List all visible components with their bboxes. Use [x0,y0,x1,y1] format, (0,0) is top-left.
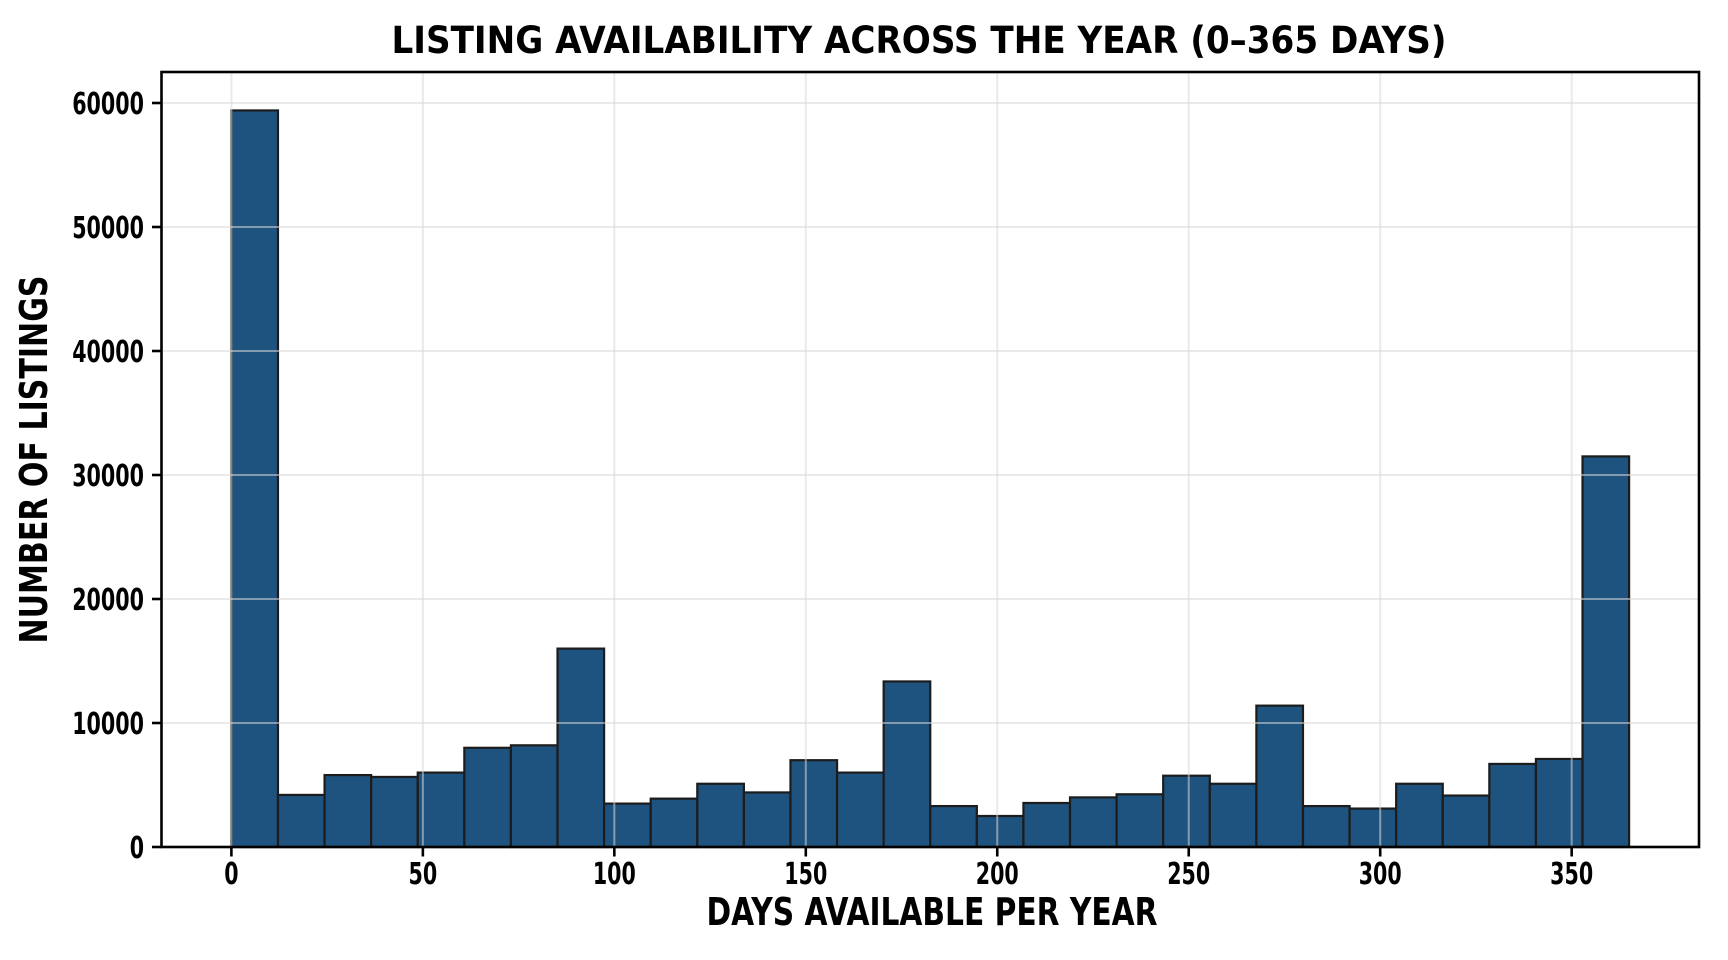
x-tick-label: 150 [784,857,827,892]
x-axis-label: DAYS AVAILABLE PER YEAR [707,890,1158,934]
histogram-bar [1534,757,1584,849]
histogram-bar [230,109,280,849]
histogram-bar [416,771,466,849]
histogram-bar [1348,807,1398,849]
histogram-bar [835,771,885,849]
y-tick-label: 10000 [72,707,144,742]
x-tick-label: 50 [409,857,438,892]
histogram-bar [1581,455,1631,849]
histogram-bar [556,647,606,849]
histogram-bar [742,791,792,849]
histogram-bar [463,746,513,849]
x-tick-label: 200 [976,857,1019,892]
histogram-bar [1022,801,1072,849]
histogram-bar [1301,804,1351,849]
histogram-bar [1441,794,1491,849]
y-tick-label: 40000 [72,335,144,370]
grid-layer [161,72,1699,847]
histogram-bar [323,773,373,849]
histogram-bar [1162,774,1211,849]
y-axis-label: NUMBER OF LISTINGS [12,276,56,644]
histogram-bar [696,782,745,849]
histogram-bar [929,804,978,849]
histogram-bar [1488,762,1538,849]
y-tick-label: 60000 [72,87,144,122]
histogram-bar [509,744,559,849]
y-tick-label: 0 [130,831,144,866]
histogram-bar [1068,796,1118,849]
histogram-bar [370,775,419,849]
histogram-bar [789,759,839,849]
histogram-bar [975,814,1025,849]
histogram-bar [882,680,932,849]
x-tick-label: 250 [1167,857,1210,892]
histogram-bar [1115,793,1165,849]
x-tick-label: 0 [224,857,238,892]
x-tick-label: 350 [1550,857,1593,892]
plot-border [160,70,1701,849]
histogram-bar [1395,782,1444,849]
x-tick-label: 100 [593,857,636,892]
histogram-bar [603,802,652,849]
axes-layer [152,70,1701,857]
histogram-bar [276,793,326,849]
histogram-bar [1255,704,1305,849]
y-tick-label: 50000 [72,211,144,246]
bars-layer [230,109,1631,849]
chart-title: LISTING AVAILABILITY ACROSS THE YEAR (0–… [392,19,1447,62]
tick-label-layer: 0 50 100 150 200 250 300 350 0 10000 20000 30000 400… [72,87,1593,892]
y-tick-label: 30000 [72,459,144,494]
x-tick-label: 300 [1359,857,1402,892]
histogram-bar [1208,782,1258,849]
histogram-bar [649,797,699,849]
y-tick-label: 20000 [72,583,144,618]
